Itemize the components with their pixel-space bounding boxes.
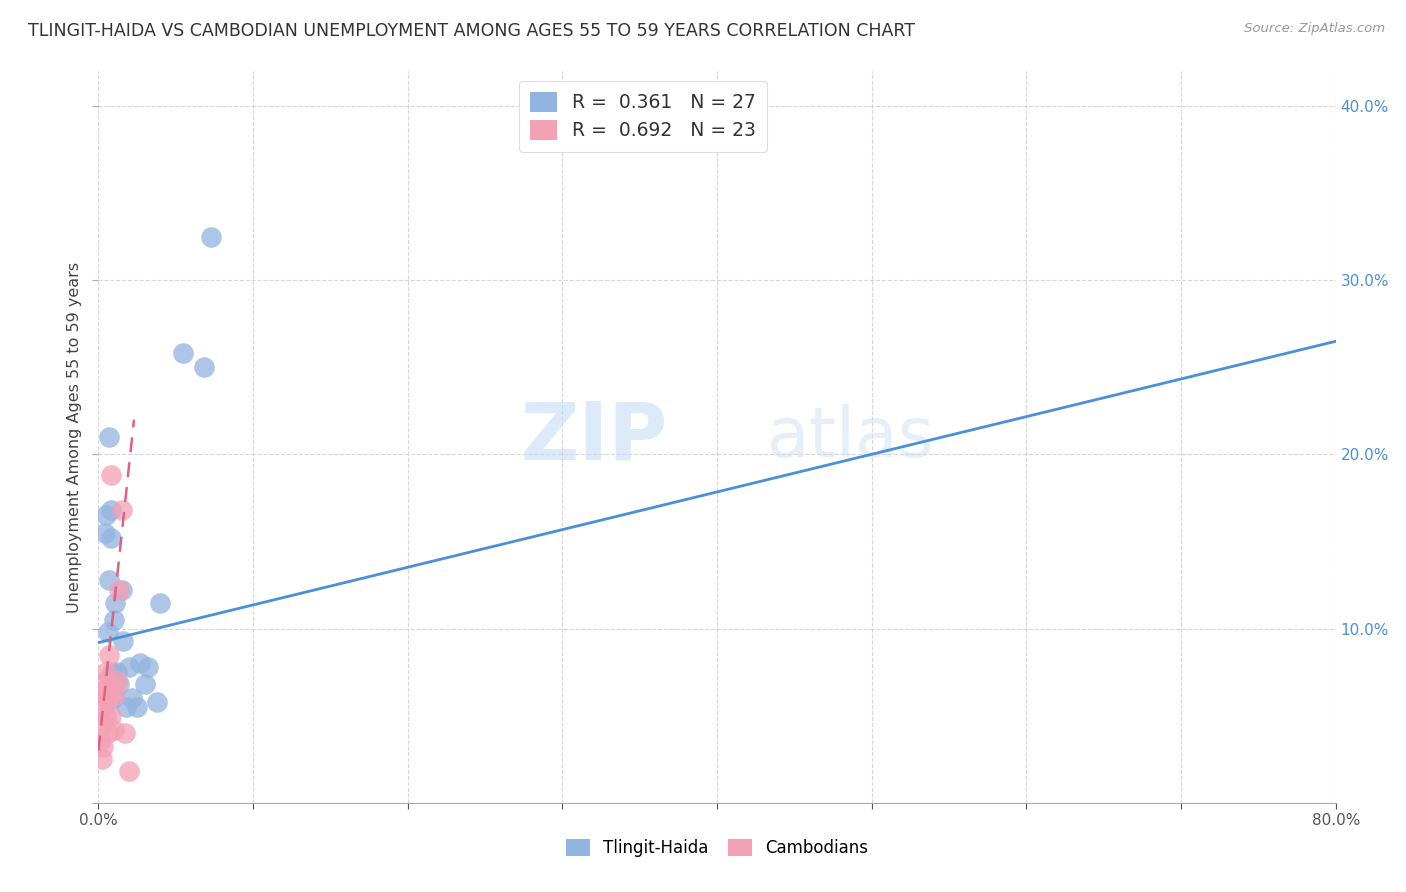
Point [93, 673, 115, 688]
Point [103, 691, 125, 706]
Point [111, 583, 134, 598]
Point [107, 583, 129, 598]
Point [96, 708, 118, 723]
Point [118, 764, 141, 779]
Point [103, 613, 125, 627]
Point [105, 665, 128, 680]
Point [100, 531, 122, 545]
Point [89, 735, 111, 749]
Point [193, 360, 215, 375]
Point [101, 665, 124, 680]
Text: ZIP: ZIP [520, 398, 668, 476]
Point [129, 657, 152, 671]
Point [112, 633, 135, 648]
Point [97, 726, 120, 740]
Point [98, 648, 121, 662]
Point [104, 595, 127, 609]
Point [101, 677, 124, 691]
Point [107, 677, 129, 691]
Point [91, 682, 114, 697]
Text: TLINGIT-HAIDA VS CAMBODIAN UNEMPLOYMENT AMONG AGES 55 TO 59 YEARS CORRELATION CH: TLINGIT-HAIDA VS CAMBODIAN UNEMPLOYMENT … [28, 22, 915, 40]
Y-axis label: Unemployment Among Ages 55 to 59 years: Unemployment Among Ages 55 to 59 years [66, 261, 82, 613]
Point [114, 726, 136, 740]
Point [97, 625, 120, 640]
Point [90, 717, 112, 731]
Point [90, 752, 112, 766]
Point [105, 673, 128, 688]
Text: Source: ZipAtlas.com: Source: ZipAtlas.com [1244, 22, 1385, 36]
Point [104, 688, 127, 702]
Point [96, 508, 118, 523]
Point [91, 740, 114, 755]
Point [127, 700, 149, 714]
Point [134, 677, 156, 691]
Point [115, 700, 138, 714]
Point [121, 691, 143, 706]
Point [93, 525, 115, 540]
Point [93, 691, 115, 706]
Point [111, 503, 134, 517]
Point [103, 723, 125, 737]
Point [100, 708, 122, 723]
Point [100, 503, 122, 517]
Text: atlas: atlas [766, 403, 935, 471]
Point [97, 691, 120, 706]
Point [91, 700, 114, 714]
Point [136, 660, 159, 674]
Point [96, 665, 118, 680]
Point [200, 229, 222, 244]
Point [118, 660, 141, 674]
Point [98, 430, 121, 444]
Point [173, 346, 195, 360]
Point [146, 695, 169, 709]
Point [98, 573, 121, 587]
Legend: Tlingit-Haida, Cambodians: Tlingit-Haida, Cambodians [560, 832, 875, 864]
Point [100, 468, 122, 483]
Point [149, 595, 172, 609]
